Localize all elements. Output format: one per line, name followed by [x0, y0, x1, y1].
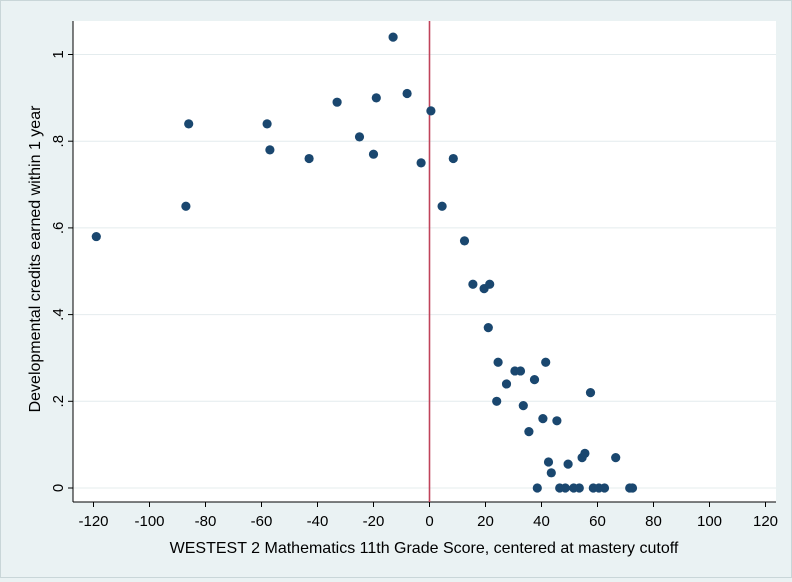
data-point [304, 153, 314, 164]
data-point [448, 153, 458, 164]
data-point [184, 119, 194, 129]
data-point [492, 396, 502, 406]
data-point [426, 106, 436, 116]
x-tick-label: -20 [363, 513, 385, 530]
y-axis-ticks: 0 .2 .4 .6 .8 1 [50, 50, 73, 492]
data-point [546, 468, 556, 478]
data-point [91, 231, 101, 242]
data-point [585, 388, 596, 398]
data-point [563, 459, 573, 469]
data-point [181, 201, 191, 211]
data-point [437, 201, 447, 211]
x-tick-label: -60 [251, 513, 273, 530]
x-tick-label: 120 [753, 513, 778, 530]
data-point [371, 93, 381, 103]
data-point [611, 453, 621, 463]
data-point [515, 366, 526, 376]
x-tick-label: 100 [697, 513, 722, 530]
data-point [529, 375, 540, 385]
data-point [524, 427, 534, 437]
x-tick-label: 40 [533, 513, 550, 530]
y-tick-label: .6 [50, 222, 67, 235]
y-tick-label: 1 [50, 50, 67, 58]
x-tick-label: 60 [589, 513, 606, 530]
y-tick-label: 0 [50, 484, 67, 492]
data-point [627, 483, 638, 493]
x-tick-label: 20 [477, 513, 494, 530]
data-point [552, 416, 562, 426]
data-point [459, 236, 470, 246]
data-point [483, 323, 493, 333]
data-point [543, 457, 554, 467]
data-point [388, 32, 398, 42]
data-point [518, 401, 528, 411]
data-point [541, 357, 551, 367]
grid-lines [73, 54, 776, 489]
data-point [468, 279, 478, 289]
y-tick-label: .2 [50, 395, 67, 408]
plot-area [73, 21, 776, 502]
data-point [501, 379, 512, 389]
data-point [532, 483, 542, 493]
x-axis-label: WESTEST 2 Mathematics 11th Grade Score, … [170, 540, 679, 557]
data-point [265, 145, 275, 155]
data-point [493, 357, 503, 367]
x-tick-label: -40 [307, 513, 329, 530]
data-point [332, 97, 342, 107]
data-point [485, 279, 495, 289]
x-tick-label: -100 [134, 513, 164, 530]
data-point [599, 483, 610, 493]
y-tick-label: .8 [50, 135, 67, 148]
data-point [354, 132, 365, 142]
y-tick-label: .4 [50, 308, 67, 321]
data-points [91, 32, 638, 493]
data-point [574, 483, 584, 493]
data-point [368, 149, 379, 159]
data-point [416, 158, 426, 168]
data-point [402, 88, 412, 99]
x-tick-label: 80 [645, 513, 662, 530]
data-point [262, 119, 272, 129]
x-tick-label: 0 [425, 513, 433, 530]
y-axis-label: Developmental credits earned within 1 ye… [27, 105, 44, 413]
data-point [538, 414, 548, 424]
x-tick-label: -80 [195, 513, 217, 530]
x-axis-ticks: -120 -100 -80 -60 -40 -20 0 20 40 60 80 100 120 [78, 502, 778, 530]
data-point [580, 448, 590, 458]
x-tick-label: -120 [78, 513, 108, 530]
data-point [560, 483, 570, 493]
